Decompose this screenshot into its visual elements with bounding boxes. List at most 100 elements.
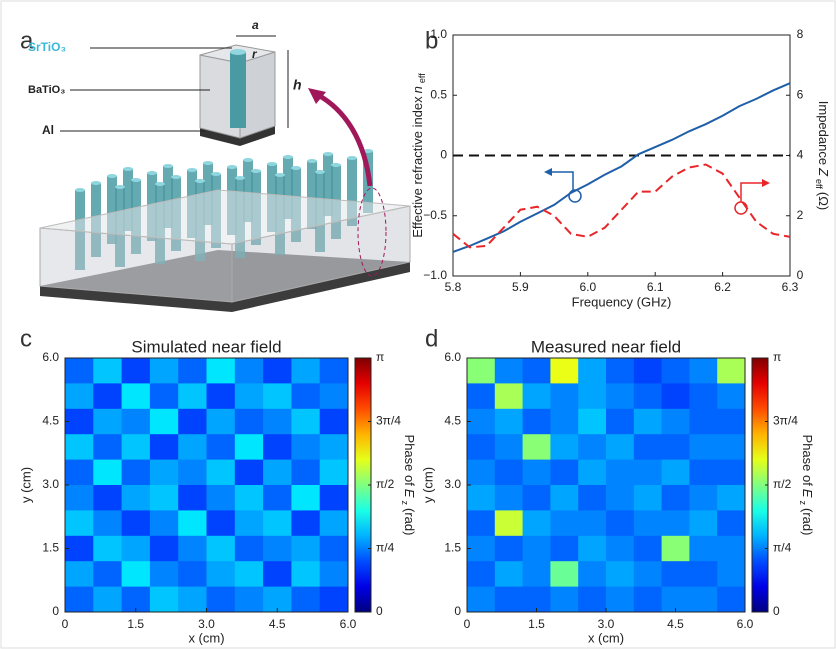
chart-title: Simulated near field bbox=[131, 337, 281, 356]
heatmap-cell bbox=[65, 586, 94, 613]
heatmap-cell bbox=[206, 383, 236, 410]
pillar-top bbox=[203, 161, 213, 165]
heatmap-cell bbox=[93, 383, 123, 410]
pillar bbox=[243, 160, 253, 222]
heatmap-cell bbox=[550, 358, 579, 384]
heatmap-cell bbox=[178, 383, 207, 410]
heatmap-cell bbox=[263, 561, 292, 588]
heatmap-cell bbox=[661, 510, 690, 537]
heatmap-cell bbox=[93, 459, 123, 486]
heatmap-cell bbox=[121, 561, 151, 588]
heatmap-cell bbox=[121, 459, 151, 486]
heatmap-cell bbox=[578, 383, 607, 410]
heatmap-cell bbox=[263, 459, 292, 486]
heatmap-cell bbox=[522, 408, 551, 435]
y2-tick-label: 6 bbox=[797, 87, 804, 101]
heatmap-cell bbox=[65, 434, 94, 461]
pillar bbox=[283, 157, 293, 219]
heatmap-cell bbox=[633, 586, 663, 613]
axis-label-part: E bbox=[800, 489, 815, 498]
heatmap-cell bbox=[550, 383, 579, 410]
heatmap-cell bbox=[494, 485, 524, 511]
heatmap-cell bbox=[689, 434, 718, 461]
heatmap-cell bbox=[522, 510, 551, 537]
heatmap-cell bbox=[689, 586, 718, 613]
heatmap-cell bbox=[263, 485, 292, 511]
heatmap-cell bbox=[178, 408, 207, 435]
x-tick-label: 0 bbox=[62, 617, 69, 631]
pillar-top bbox=[267, 162, 277, 166]
colorbar-tick-label: 3π/4 bbox=[376, 414, 401, 428]
heatmap-cell bbox=[578, 535, 607, 562]
colorbar-tick-label: 0 bbox=[376, 604, 383, 618]
pillar-top bbox=[163, 164, 173, 168]
pillar-top bbox=[347, 156, 357, 160]
heatmap-cell bbox=[494, 459, 524, 486]
axis-label-part: Phase of bbox=[402, 435, 417, 487]
panel-letter: d bbox=[425, 325, 438, 352]
y-tick-label: 6.0 bbox=[42, 350, 59, 364]
heatmap-cell bbox=[121, 383, 151, 410]
heatmap-cell bbox=[206, 434, 236, 461]
axis-label-part: Phase of bbox=[800, 435, 815, 487]
heatmap-cell bbox=[606, 383, 635, 410]
heatmap-cell bbox=[121, 485, 151, 511]
heatmap-cell bbox=[717, 434, 746, 461]
pillar-top bbox=[243, 158, 253, 162]
pillar-top bbox=[307, 159, 317, 163]
heatmap-cell bbox=[65, 358, 94, 384]
heatmap-cell bbox=[661, 383, 690, 410]
heatmap-cell bbox=[319, 383, 349, 410]
heatmap-cell bbox=[578, 586, 607, 613]
heatmap-cell bbox=[550, 485, 579, 511]
heatmap-cell bbox=[149, 383, 179, 410]
axis-label-part: eff bbox=[417, 73, 427, 83]
heatmap-cell bbox=[522, 535, 551, 562]
heatmap-cell bbox=[494, 434, 524, 461]
heatmap-cell bbox=[234, 510, 264, 537]
y-tick-label: 3.0 bbox=[42, 477, 59, 491]
y-tick-label: 1.0 bbox=[430, 27, 447, 41]
cell-pillar bbox=[230, 52, 246, 128]
y-tick-label: 0 bbox=[52, 604, 59, 618]
heatmap-cell bbox=[494, 561, 524, 588]
heatmap-cell bbox=[93, 535, 123, 562]
axis-label: Impedance Zeff (Ω) bbox=[814, 101, 831, 211]
heatmap-cell bbox=[234, 383, 264, 410]
heatmap-cell bbox=[717, 510, 746, 537]
heatmap-cell bbox=[149, 586, 179, 613]
heatmap-cell bbox=[578, 408, 607, 435]
pillar-top bbox=[331, 163, 341, 167]
x-tick-label: 5.9 bbox=[512, 280, 529, 294]
heatmap-cell bbox=[578, 485, 607, 511]
heatmap-cell bbox=[717, 383, 746, 410]
heatmap-cell bbox=[522, 561, 551, 588]
x-tick-label: 6.0 bbox=[340, 617, 357, 631]
heatmap-cell bbox=[467, 383, 496, 410]
y-tick-label: 3.0 bbox=[444, 477, 461, 491]
axis-label-part: eff bbox=[814, 179, 824, 189]
y-tick-label: 1.5 bbox=[42, 541, 59, 555]
highlight bbox=[357, 187, 387, 277]
heatmap-cell bbox=[263, 408, 292, 435]
heatmap-cell bbox=[291, 586, 321, 613]
heatmap-cell bbox=[206, 510, 236, 537]
heatmap-cell bbox=[606, 485, 635, 511]
heatmap-cell bbox=[263, 383, 292, 410]
x-tick-label: 1.5 bbox=[528, 617, 545, 631]
heatmap-cell bbox=[206, 485, 236, 511]
heatmap-cell bbox=[717, 485, 746, 511]
heatmap-cell bbox=[65, 535, 94, 562]
heatmap-cell bbox=[689, 358, 718, 384]
heatmap-cell bbox=[65, 459, 94, 486]
heatmap-cell bbox=[65, 561, 94, 588]
pillar-top bbox=[235, 176, 245, 180]
pillar-top bbox=[123, 167, 133, 171]
dim-label: a bbox=[252, 18, 259, 32]
heatmap-cell bbox=[291, 358, 321, 384]
heatmap-cell bbox=[717, 459, 746, 486]
heatmap-cell bbox=[717, 358, 746, 384]
heatmap-cell bbox=[633, 434, 663, 461]
heatmap-cell bbox=[291, 485, 321, 511]
pillar-top bbox=[363, 149, 373, 153]
